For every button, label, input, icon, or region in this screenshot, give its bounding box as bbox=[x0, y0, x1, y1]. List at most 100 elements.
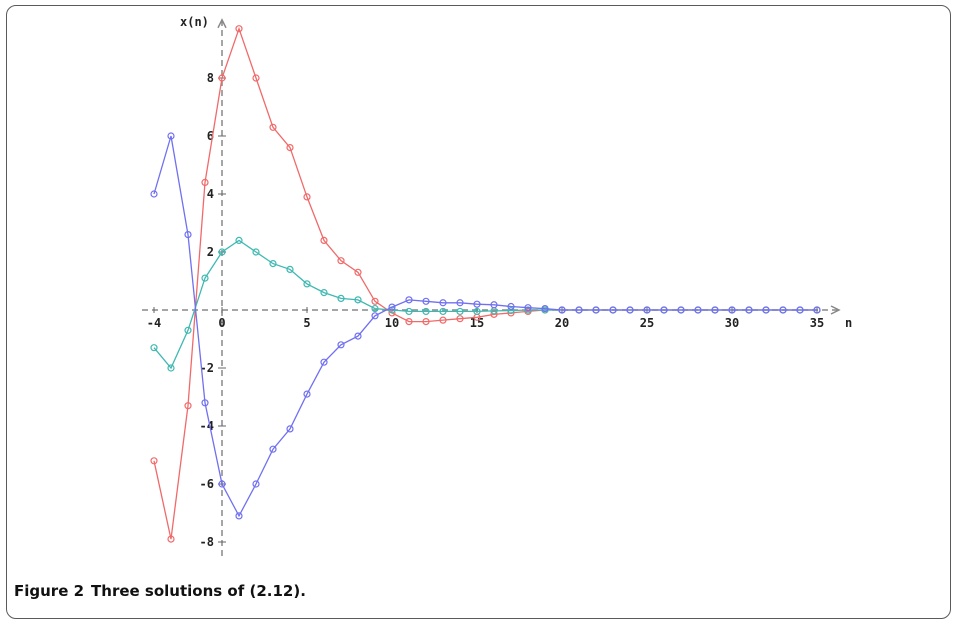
data-point bbox=[558, 306, 566, 314]
data-point bbox=[473, 300, 481, 308]
data-point bbox=[218, 480, 226, 488]
data-point bbox=[167, 364, 175, 372]
data-point bbox=[643, 306, 651, 314]
data-point bbox=[184, 326, 192, 334]
y-tick-label: -4 bbox=[200, 419, 214, 433]
data-point bbox=[456, 315, 464, 323]
data-point bbox=[354, 332, 362, 340]
data-point bbox=[269, 445, 277, 453]
series-line bbox=[153, 26, 817, 540]
data-point bbox=[320, 358, 328, 366]
data-point bbox=[252, 480, 260, 488]
data-point bbox=[303, 280, 311, 288]
data-point bbox=[728, 306, 736, 314]
data-point bbox=[422, 297, 430, 305]
data-point bbox=[218, 248, 226, 256]
data-point bbox=[354, 268, 362, 276]
data-point bbox=[796, 306, 804, 314]
data-point bbox=[354, 296, 362, 304]
data-point bbox=[490, 301, 498, 309]
data-point bbox=[150, 344, 158, 352]
data-point bbox=[524, 304, 532, 312]
data-point bbox=[269, 260, 277, 268]
data-point bbox=[541, 304, 549, 313]
data-point bbox=[235, 25, 243, 33]
data-point bbox=[405, 318, 413, 326]
y-tick-label: 8 bbox=[207, 71, 214, 85]
data-point bbox=[694, 306, 702, 314]
series-3 bbox=[150, 132, 821, 520]
data-point bbox=[286, 265, 294, 273]
data-point bbox=[439, 299, 447, 307]
data-point bbox=[507, 306, 515, 315]
data-point bbox=[456, 307, 464, 316]
data-point bbox=[303, 193, 311, 201]
data-point bbox=[218, 74, 226, 82]
y-tick-label: -6 bbox=[200, 477, 214, 491]
x-tick-label: -4 bbox=[147, 316, 161, 330]
data-point bbox=[167, 132, 175, 140]
data-point bbox=[592, 306, 600, 314]
chart-series-layer bbox=[150, 25, 821, 543]
x-tick-label: 20 bbox=[555, 316, 569, 330]
data-point bbox=[371, 297, 379, 305]
figure-label: Figure 2 bbox=[14, 582, 85, 600]
data-point bbox=[524, 306, 532, 314]
data-point bbox=[439, 307, 447, 316]
data-point bbox=[405, 296, 413, 304]
data-point bbox=[711, 306, 719, 314]
y-axis-arrow bbox=[217, 18, 227, 29]
data-point bbox=[626, 306, 634, 314]
data-point bbox=[201, 274, 209, 282]
caption-text: Three solutions of (2.12). bbox=[91, 582, 306, 600]
data-point bbox=[286, 425, 294, 433]
data-point bbox=[507, 302, 515, 311]
y-tick-label: 2 bbox=[207, 245, 214, 259]
data-point bbox=[677, 306, 685, 314]
x-tick-label: 10 bbox=[385, 316, 399, 330]
data-point bbox=[388, 303, 396, 311]
data-point bbox=[779, 306, 787, 314]
x-tick-label: 0 bbox=[218, 316, 225, 330]
data-point bbox=[150, 457, 158, 465]
x-axis-label: n bbox=[845, 316, 852, 330]
data-point bbox=[609, 306, 617, 314]
x-tick-label: 5 bbox=[303, 316, 310, 330]
data-point bbox=[252, 74, 260, 82]
data-point bbox=[235, 236, 243, 244]
data-point bbox=[745, 306, 753, 314]
data-point bbox=[371, 312, 379, 320]
y-tick-label: 6 bbox=[207, 129, 214, 143]
y-tick-label: 4 bbox=[207, 187, 214, 201]
data-point bbox=[269, 123, 277, 131]
data-point bbox=[150, 190, 158, 198]
data-point bbox=[320, 236, 328, 244]
data-point bbox=[201, 399, 209, 407]
x-tick-label: 25 bbox=[640, 316, 654, 330]
chart-axes: -4 0 5 10 15 20 25 30 35 -8 -6 -4 -2 2 4 6 8 bbox=[142, 18, 841, 556]
data-point bbox=[303, 390, 311, 398]
figure-caption: Figure 2 Three solutions of (2.12). bbox=[14, 582, 306, 600]
data-point bbox=[660, 306, 668, 314]
y-tick-label: -2 bbox=[200, 361, 214, 375]
data-point bbox=[456, 299, 464, 307]
data-point bbox=[762, 306, 770, 314]
y-axis-label: x(n) bbox=[180, 15, 209, 29]
x-axis-arrow bbox=[830, 305, 841, 315]
data-point bbox=[184, 402, 192, 410]
x-tick-label: 15 bbox=[470, 316, 484, 330]
data-point bbox=[473, 307, 481, 316]
x-tick-label: 30 bbox=[725, 316, 739, 330]
series-line bbox=[153, 135, 817, 518]
data-point bbox=[337, 257, 345, 265]
data-point bbox=[201, 178, 209, 186]
data-point bbox=[337, 341, 345, 349]
data-point bbox=[405, 307, 413, 316]
data-point bbox=[184, 231, 192, 239]
data-point bbox=[422, 318, 430, 326]
series-1 bbox=[150, 25, 821, 543]
data-point bbox=[252, 248, 260, 256]
data-point bbox=[286, 144, 294, 152]
data-point bbox=[371, 304, 379, 313]
